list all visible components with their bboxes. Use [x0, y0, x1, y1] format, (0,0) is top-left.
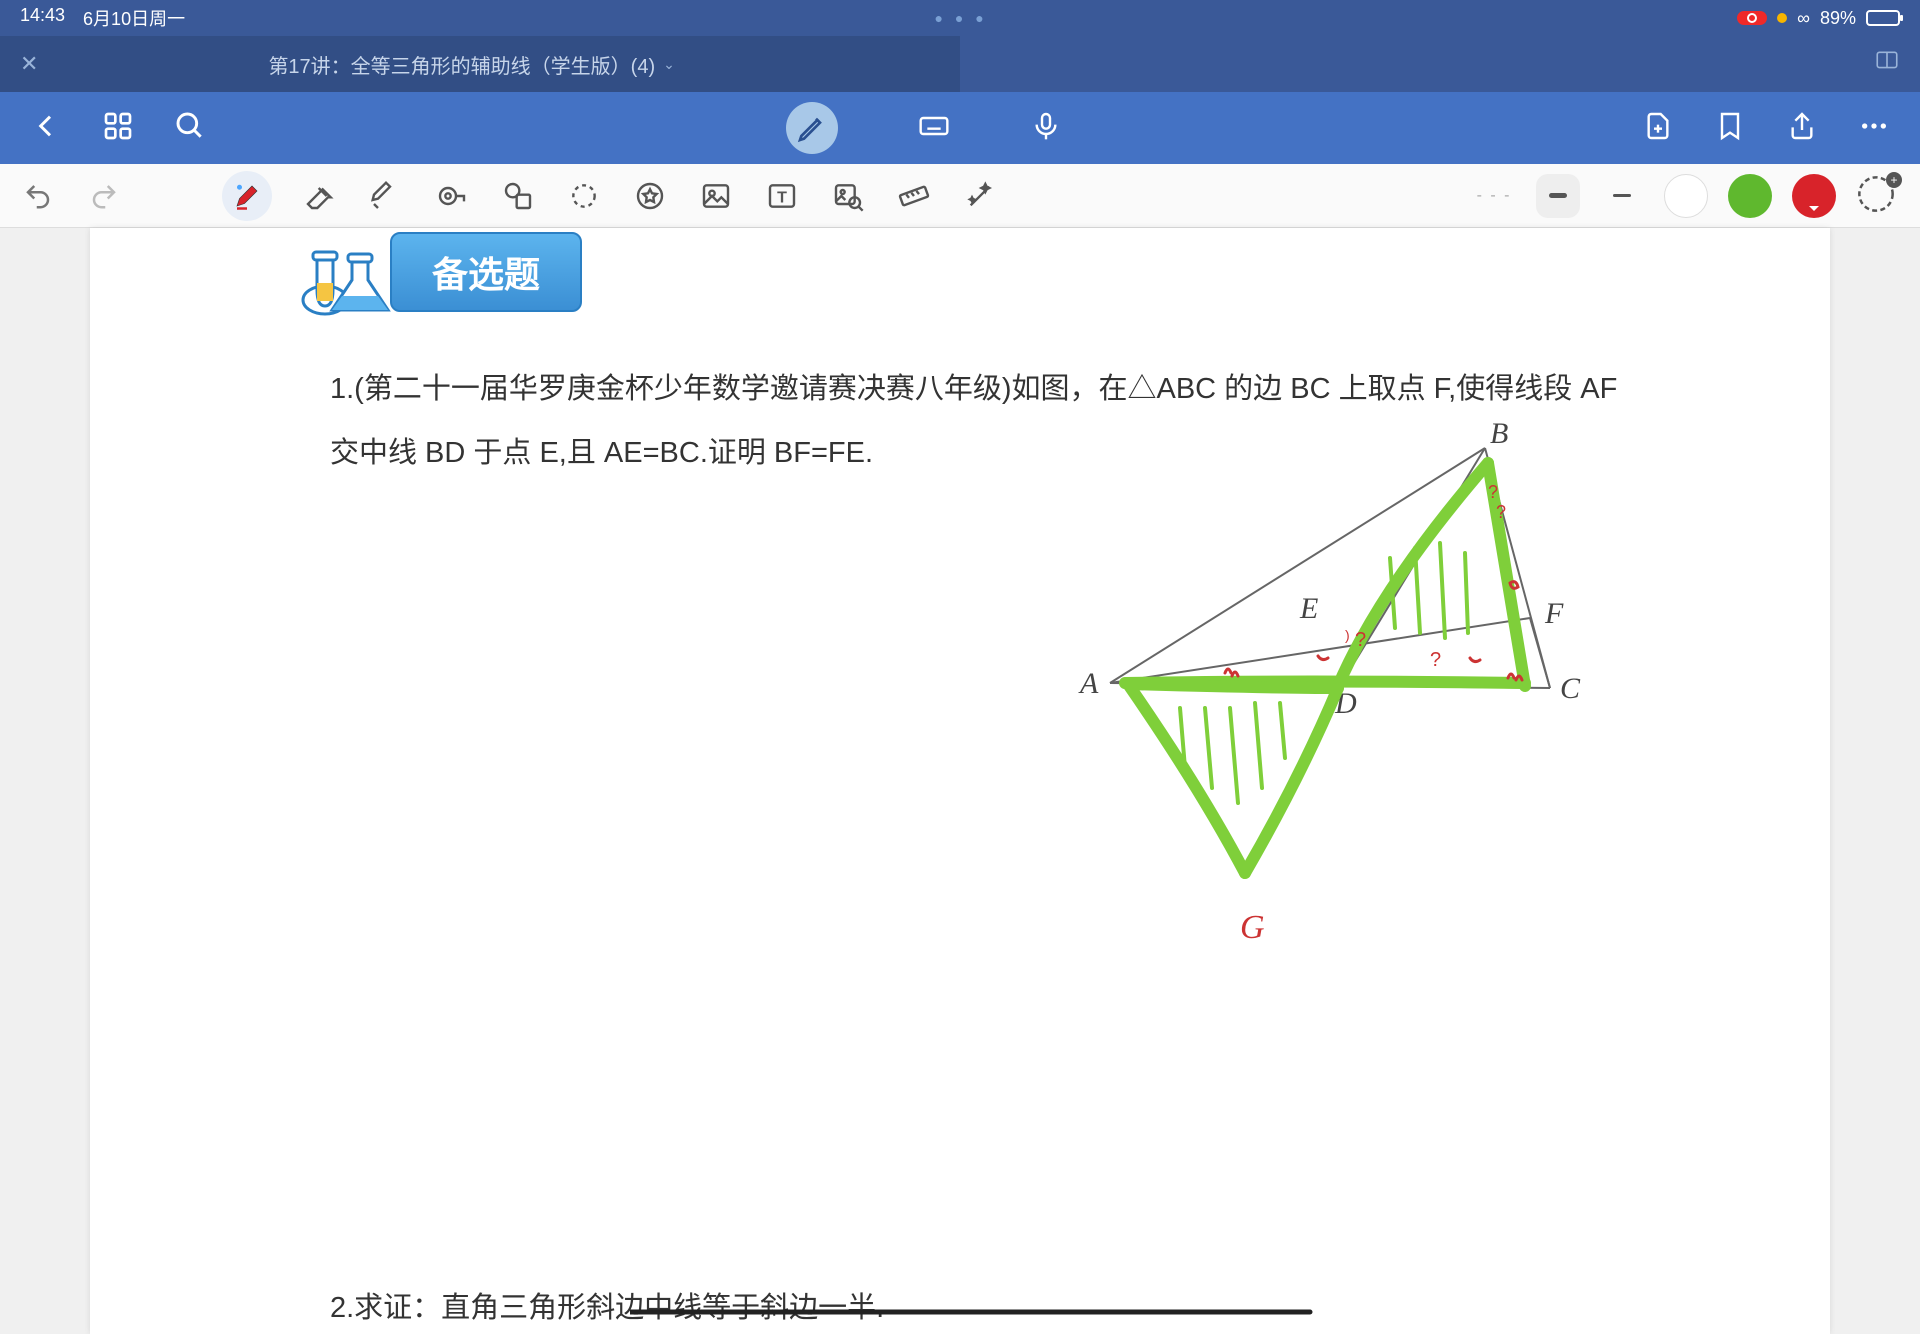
style-group: - - - +	[1472, 174, 1900, 218]
canvas[interactable]: 备选题 1.(第二十一届华罗庚金杯少年数学邀请赛决赛八年级)如图，在△ABC 的…	[0, 228, 1920, 1334]
search-icon[interactable]	[174, 110, 206, 147]
link-icon: ∞	[1797, 8, 1810, 29]
battery-pct: 89%	[1820, 8, 1856, 29]
share-icon[interactable]	[1786, 110, 1818, 147]
battery-icon	[1866, 10, 1900, 26]
keyboard-icon[interactable]	[918, 110, 950, 147]
status-date: 6月10日周一	[83, 5, 185, 31]
underline-ink	[630, 1304, 1330, 1324]
grid-icon[interactable]	[102, 110, 134, 147]
status-time: 14:43	[20, 5, 65, 31]
main-toolbar	[0, 92, 1920, 164]
svg-text:?: ?	[1430, 649, 1441, 671]
section-badge: 备选题	[290, 228, 582, 316]
back-icon[interactable]	[30, 110, 62, 147]
svg-text:T: T	[777, 189, 787, 206]
mic-icon[interactable]	[1030, 110, 1062, 147]
highlighter-icon[interactable]	[368, 178, 404, 214]
label-C: C	[1560, 672, 1581, 705]
color-white[interactable]	[1664, 174, 1708, 218]
stroke-dotted[interactable]: - - -	[1472, 174, 1516, 218]
status-bar: 14:43 6月10日周一 ● ● ● ∞ 89%	[0, 0, 1920, 36]
label-A: A	[1078, 667, 1099, 700]
status-dot	[1777, 13, 1787, 23]
tablet-split-icon[interactable]	[1874, 48, 1900, 80]
bookmark-icon[interactable]	[1714, 110, 1746, 147]
record-indicator[interactable]	[1737, 11, 1767, 25]
svg-text:?: ?	[1355, 629, 1366, 651]
label-F: F	[1544, 597, 1564, 630]
new-page-icon[interactable]	[1642, 110, 1674, 147]
badge-label: 备选题	[390, 232, 582, 312]
svg-text:): )	[1345, 627, 1350, 643]
doc-title[interactable]: 第17讲：全等三角形的辅助线（学生版）(4)	[268, 50, 655, 79]
page[interactable]: 备选题 1.(第二十一届华罗庚金杯少年数学邀请赛决赛八年级)如图，在△ABC 的…	[90, 228, 1830, 1334]
eraser-icon[interactable]	[302, 178, 338, 214]
label-E: E	[1299, 592, 1318, 625]
color-add[interactable]: +	[1856, 174, 1900, 218]
magic-icon[interactable]	[962, 178, 998, 214]
stroke-thin[interactable]	[1600, 174, 1644, 218]
pen-tool-icon[interactable]	[222, 171, 272, 221]
shape-icon[interactable]	[500, 178, 536, 214]
lasso-icon[interactable]	[566, 178, 602, 214]
svg-text:?: ?	[1496, 502, 1506, 522]
image-search-icon[interactable]	[830, 178, 866, 214]
text-icon[interactable]: T	[764, 178, 800, 214]
title-bar: ✕ 第17讲：全等三角形的辅助线（学生版）(4) ⌄	[0, 36, 1920, 92]
image-icon[interactable]	[698, 178, 734, 214]
redo-icon[interactable]	[86, 178, 122, 214]
color-red[interactable]	[1792, 174, 1836, 218]
close-icon[interactable]: ✕	[20, 51, 38, 77]
tape-icon[interactable]	[434, 178, 470, 214]
stroke-medium[interactable]	[1536, 174, 1580, 218]
ruler-icon[interactable]	[896, 178, 932, 214]
color-green[interactable]	[1728, 174, 1772, 218]
more-icon[interactable]	[1858, 110, 1890, 147]
status-handle[interactable]: ● ● ●	[185, 10, 1737, 26]
label-B: B	[1490, 417, 1508, 450]
stamp-icon[interactable]	[632, 178, 668, 214]
geometry-figure: A B C D E F	[1070, 408, 1630, 928]
drawing-toolbar: T - - - +	[0, 164, 1920, 228]
chevron-down-icon[interactable]: ⌄	[663, 56, 675, 73]
label-G: G	[1240, 909, 1265, 946]
svg-text:?: ?	[1488, 482, 1498, 502]
pen-mode-icon[interactable]	[786, 102, 838, 154]
undo-icon[interactable]	[20, 178, 56, 214]
